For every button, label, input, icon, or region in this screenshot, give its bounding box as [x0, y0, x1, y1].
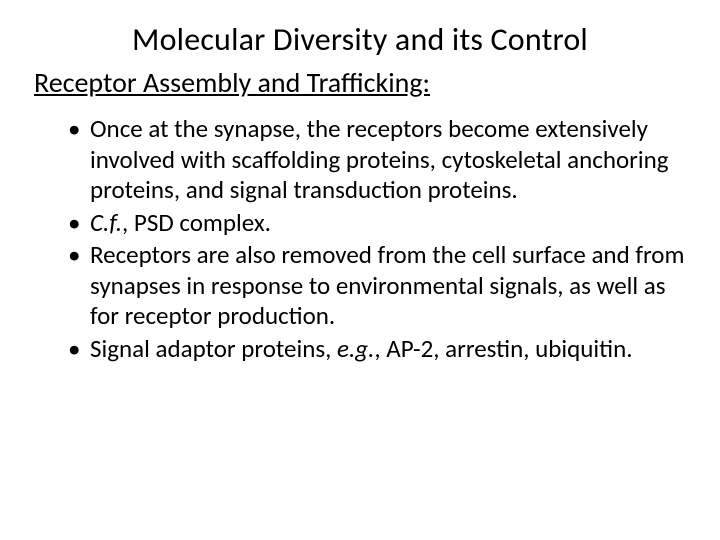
bullet-text: , PSD complex. [122, 207, 271, 238]
slide-subtitle: Receptor Assembly and Trafficking: [34, 65, 686, 100]
bullet-list: Once at the synapse, the receptors becom… [34, 114, 686, 364]
list-item: Once at the synapse, the receptors becom… [68, 114, 686, 206]
bullet-text: Once at the synapse, the receptors becom… [90, 113, 669, 205]
bullet-text: Signal adaptor proteins, [90, 333, 337, 364]
bullet-italic: C.f. [90, 207, 122, 238]
bullet-text: , AP-2, arrestin, ubiquitin. [374, 333, 632, 364]
list-item: C.f., PSD complex. [68, 208, 686, 239]
list-item: Signal adaptor proteins, e.g., AP-2, arr… [68, 334, 686, 365]
bullet-italic: e.g. [337, 333, 374, 364]
slide-title: Molecular Diversity and its Control [34, 20, 686, 59]
bullet-text: Receptors are also removed from the cell… [90, 239, 684, 331]
list-item: Receptors are also removed from the cell… [68, 240, 686, 332]
